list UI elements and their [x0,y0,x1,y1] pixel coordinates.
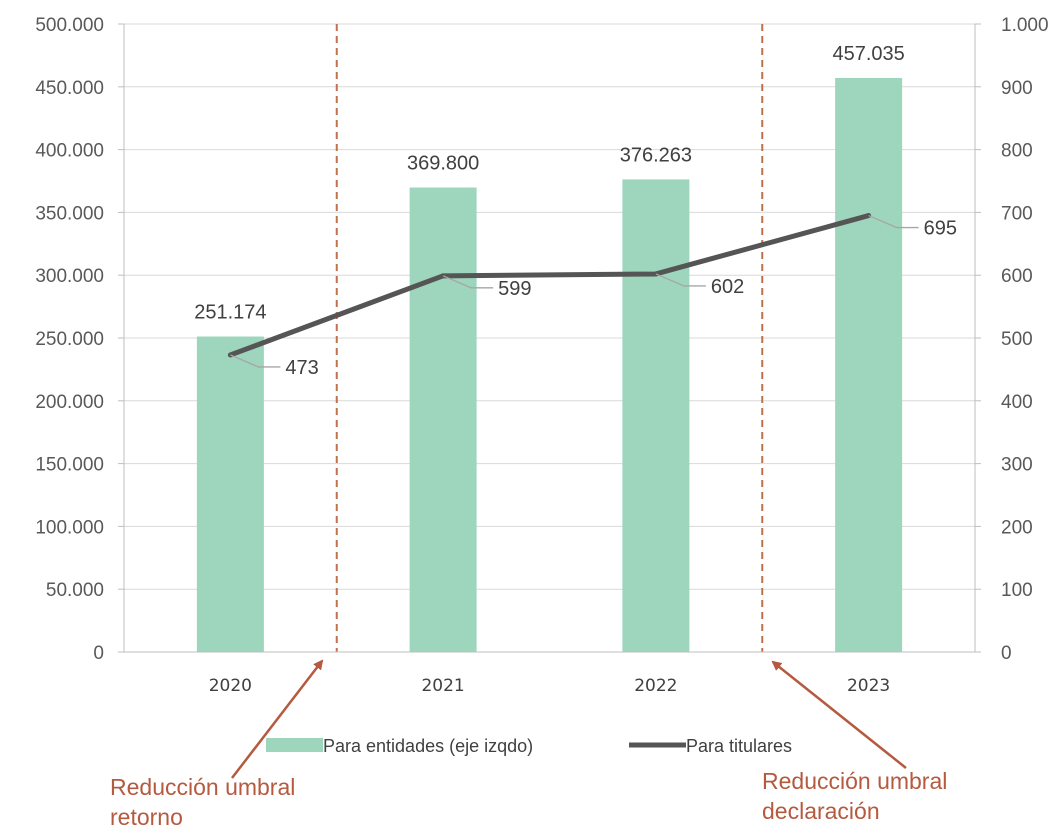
category-label-2023: 2023 [847,676,890,696]
category-labels: 2020 2021 2022 2023 [209,676,891,696]
left-tick-label: 0 [93,643,104,664]
leader-line [230,354,281,368]
bar-2020 [196,336,264,652]
line-label-2023: 695 [924,218,957,240]
right-tick-label: 1.000 [1001,15,1049,36]
line-series [227,213,872,358]
threshold-lines [335,24,764,652]
legend-label-bars: Para entidades (eje izqdo) [323,736,533,756]
left-tick-label: 200.000 [35,392,104,413]
line-data-labels: 473 599 602 695 [230,214,957,379]
left-axis-ticks: 0 50.000 100.000 150.000 200.000 250.000 300.0… [35,15,124,664]
left-tick-label: 500.000 [35,15,104,36]
bar-2023 [835,77,903,652]
axes [123,24,976,653]
leader-line [442,275,494,289]
bar-label-2020: 251.174 [194,302,266,324]
right-tick-label: 600 [1001,266,1033,287]
bar-label-2023: 457.035 [832,43,904,65]
category-label-2021: 2021 [421,676,464,696]
annotation-retorno: Reducción umbral retorno [110,774,295,830]
annotation-declaracion: Reducción umbral declaración [762,768,947,824]
line-label-2021: 599 [498,278,531,300]
category-label-2020: 2020 [209,676,252,696]
line-titulares [229,213,870,358]
right-tick-label: 300 [1001,455,1033,476]
left-tick-label: 100.000 [35,517,104,538]
right-tick-label: 400 [1001,392,1033,413]
left-tick-label: 50.000 [46,580,104,601]
left-tick-label: 400.000 [35,141,104,162]
leader-line [655,273,706,287]
bar-label-2021: 369.800 [407,153,479,175]
right-tick-label: 700 [1001,203,1033,224]
left-tick-label: 150.000 [35,455,104,476]
right-tick-label: 800 [1001,141,1033,162]
left-tick-label: 450.000 [35,78,104,99]
left-tick-label: 350.000 [35,203,104,224]
bar-series [196,77,903,653]
arrow-declaracion [771,660,907,769]
right-tick-label: 900 [1001,78,1033,99]
right-tick-label: 500 [1001,329,1033,350]
legend-swatch-bars [266,738,323,752]
arrow-retorno [231,659,324,779]
bar-label-2022: 376.263 [620,144,692,166]
category-label-2022: 2022 [634,676,677,696]
bar-2021 [409,187,477,653]
right-axis-ticks: 0 100 200 300 400 500 600 700 800 900 1.000 [975,15,1049,664]
legend: Para entidades (eje izqdo) Para titulares [266,736,792,756]
left-tick-label: 250.000 [35,329,104,350]
bar-data-labels: 251.174 369.800 376.263 457.035 [194,43,905,324]
gridlines [124,23,975,653]
right-tick-label: 0 [1001,643,1012,664]
annotations: Reducción umbral retorno Reducción umbral d… [110,659,947,830]
legend-label-line: Para titulares [686,736,792,756]
right-tick-label: 200 [1001,517,1033,538]
bar-2022 [622,179,690,652]
left-tick-label: 300.000 [35,266,104,287]
line-label-2020: 473 [285,357,318,379]
leader-line [868,214,919,229]
line-label-2022: 602 [711,276,744,298]
right-tick-label: 100 [1001,580,1033,601]
